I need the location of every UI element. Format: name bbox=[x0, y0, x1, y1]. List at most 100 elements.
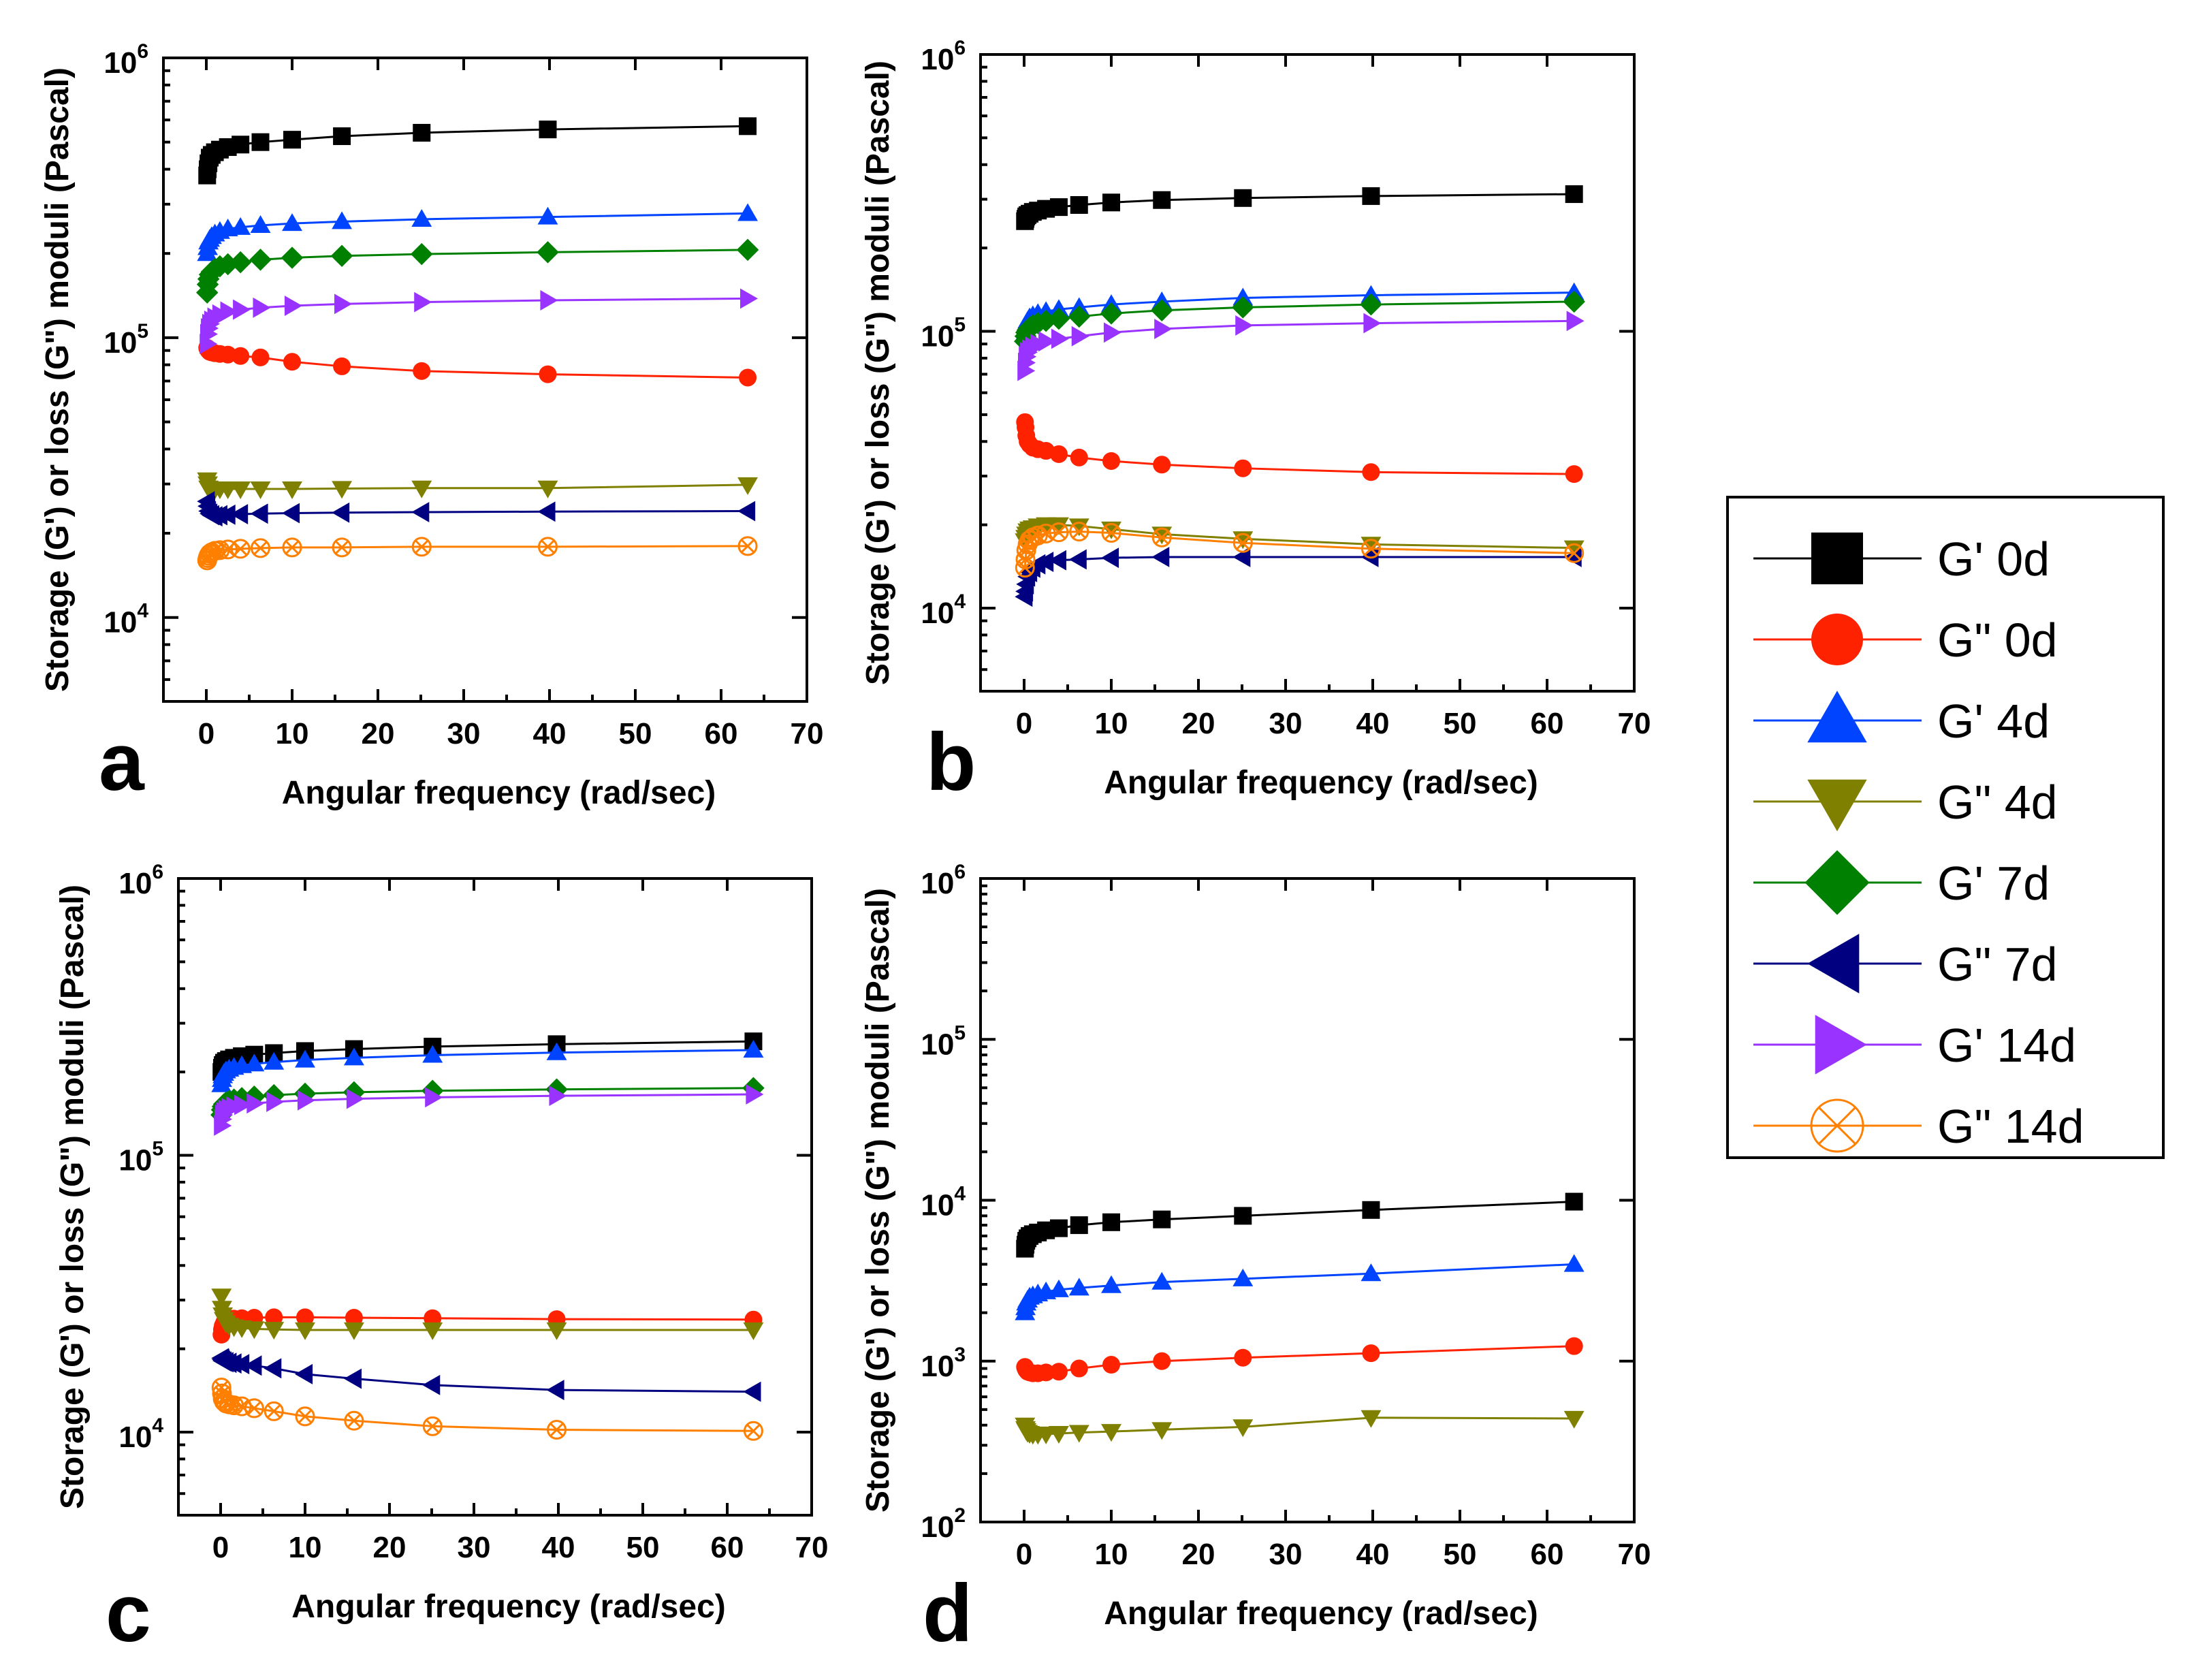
data-point bbox=[1153, 191, 1171, 209]
data-point bbox=[244, 1321, 265, 1340]
data-point bbox=[1362, 1344, 1380, 1363]
data-point bbox=[251, 348, 270, 366]
series-gpp14 bbox=[211, 1377, 763, 1441]
data-point bbox=[1048, 550, 1066, 571]
y-tick-label: 104 bbox=[118, 1414, 163, 1454]
series-gp14 bbox=[1017, 311, 1585, 381]
plot-frame bbox=[979, 53, 1636, 693]
data-point bbox=[422, 1322, 443, 1340]
data-point bbox=[343, 1322, 364, 1340]
data-point bbox=[1048, 1425, 1069, 1444]
data-point bbox=[1070, 1216, 1088, 1235]
series-gp14 bbox=[200, 288, 759, 354]
data-point bbox=[1048, 1279, 1069, 1297]
data-point bbox=[1565, 1192, 1583, 1211]
data-point bbox=[283, 353, 301, 371]
data-point bbox=[1049, 1219, 1068, 1237]
legend-label: G" 7d bbox=[1937, 938, 2058, 991]
data-point bbox=[411, 209, 432, 227]
data-point bbox=[549, 1085, 567, 1107]
data-point bbox=[539, 365, 557, 383]
data-point bbox=[332, 502, 350, 523]
y-axis-title: Storage (G') or loss (G") moduli (Pascal… bbox=[39, 67, 76, 692]
data-point bbox=[1103, 322, 1121, 343]
series-gpp14 bbox=[1015, 522, 1585, 578]
legend-marker bbox=[1807, 779, 1867, 831]
data-point bbox=[1070, 195, 1088, 214]
data-point bbox=[1101, 548, 1119, 569]
data-point bbox=[297, 1090, 315, 1111]
y-tick-label: 102 bbox=[921, 1504, 966, 1544]
x-tick-label: 20 bbox=[373, 1531, 407, 1564]
data-point bbox=[1070, 448, 1088, 466]
data-point bbox=[244, 1053, 265, 1072]
panel-a: 0 10 20 30 40 50 60 70 104 105 106 Angular frequenc… bbox=[39, 40, 823, 811]
data-point bbox=[743, 1322, 764, 1340]
data-point bbox=[330, 244, 353, 268]
data-point bbox=[1102, 193, 1120, 212]
legend-label: G" 0d bbox=[1937, 614, 2058, 667]
series-line bbox=[1023, 556, 1574, 597]
legend-label: G" 14d bbox=[1937, 1100, 2084, 1153]
series-line bbox=[206, 212, 748, 254]
data-point bbox=[295, 1049, 315, 1068]
data-point bbox=[1153, 456, 1171, 474]
data-point bbox=[1565, 185, 1583, 204]
data-point bbox=[250, 215, 271, 233]
data-point bbox=[249, 249, 272, 271]
data-point bbox=[1234, 1207, 1252, 1225]
x-tick-label: 10 bbox=[276, 717, 309, 750]
data-point bbox=[229, 251, 252, 274]
legend-box bbox=[1726, 496, 2165, 1159]
y-tick-label: 106 bbox=[104, 40, 148, 80]
data-point bbox=[282, 537, 302, 558]
data-point bbox=[739, 117, 757, 136]
data-point bbox=[265, 1308, 283, 1327]
data-point bbox=[1235, 315, 1254, 336]
x-tick-label: 40 bbox=[533, 717, 567, 750]
x-tick-label: 20 bbox=[1182, 1538, 1215, 1571]
y-axis-title: Storage (G') or loss (G") moduli (Pascal… bbox=[860, 888, 896, 1512]
data-point bbox=[1069, 522, 1089, 542]
panel-letter-d: d bbox=[923, 1568, 972, 1659]
data-point bbox=[537, 537, 558, 557]
data-point bbox=[251, 133, 270, 151]
data-point bbox=[209, 505, 227, 526]
legend-label: G" 4d bbox=[1937, 776, 2058, 829]
data-point bbox=[1048, 517, 1069, 535]
data-point bbox=[411, 502, 430, 522]
series-gp4 bbox=[1015, 1254, 1585, 1320]
data-point bbox=[422, 1374, 441, 1395]
x-tick-label: 10 bbox=[289, 1531, 322, 1564]
data-point bbox=[266, 1092, 285, 1112]
data-point bbox=[539, 121, 557, 139]
data-point bbox=[230, 217, 251, 235]
legend-item-gpp0: G" 0d bbox=[1753, 614, 2058, 667]
data-point bbox=[333, 127, 351, 145]
x-tick-label: 30 bbox=[458, 1531, 491, 1564]
series-gp0 bbox=[1016, 1192, 1583, 1258]
x-axis-title: Angular frequency (rad/sec) bbox=[1104, 1596, 1538, 1632]
data-point bbox=[295, 1406, 315, 1427]
data-point bbox=[1360, 1410, 1382, 1428]
legend-marker bbox=[1807, 934, 1860, 994]
data-point bbox=[411, 242, 433, 266]
data-point bbox=[253, 297, 271, 318]
data-point bbox=[1360, 1263, 1382, 1282]
legend-item-gp0: G' 0d bbox=[1753, 533, 2050, 586]
data-point bbox=[537, 206, 558, 225]
data-point bbox=[344, 1410, 364, 1431]
data-point bbox=[1068, 1278, 1089, 1296]
data-point bbox=[546, 1322, 567, 1340]
data-point bbox=[737, 477, 759, 495]
series-gpp0 bbox=[1016, 1337, 1583, 1382]
data-point bbox=[1071, 326, 1089, 347]
y-tick-label: 104 bbox=[921, 590, 966, 630]
y-tick-label: 105 bbox=[921, 314, 966, 353]
data-point bbox=[282, 213, 302, 232]
series-gpp4 bbox=[1015, 1410, 1585, 1445]
data-point bbox=[1566, 311, 1585, 332]
x-tick-label: 30 bbox=[1269, 1538, 1303, 1571]
series-gpp0 bbox=[1016, 413, 1583, 484]
data-point bbox=[743, 1381, 761, 1402]
